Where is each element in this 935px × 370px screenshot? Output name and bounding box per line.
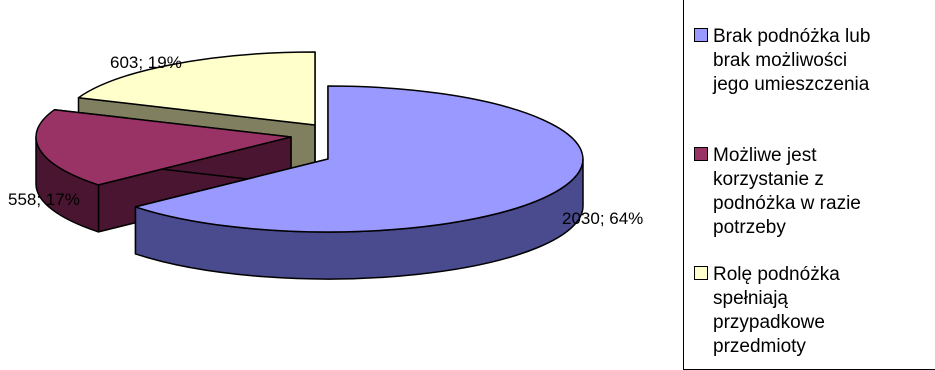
- legend-label-brak: Brak podnóżka lub brak możliwości jego u…: [713, 26, 871, 95]
- legend-label-mozliwe: Możliwe jest korzystanie z podnóżka w ra…: [713, 145, 861, 238]
- data-label-mozliwe: 558; 17%: [8, 190, 80, 209]
- data-label-brak: 2030; 64%: [562, 209, 643, 228]
- legend: Brak podnóżka lub brak możliwości jego u…: [683, 0, 935, 370]
- legend-swatch-role: [694, 266, 708, 280]
- legend-label-role: Rolę podnóżka spełniają przypadkowe prze…: [713, 264, 840, 357]
- slice-top-mozliwe: [35, 108, 292, 186]
- slice-top-brak: [134, 85, 584, 233]
- data-label-role: 603; 19%: [110, 53, 182, 72]
- legend-swatch-brak: [694, 28, 708, 42]
- slice-tops: [35, 51, 584, 233]
- legend-swatch-mozliwe: [694, 147, 708, 161]
- pie-chart: 2030; 64% 558; 17% 603; 19%: [8, 51, 643, 280]
- slice-top-role: [77, 51, 316, 126]
